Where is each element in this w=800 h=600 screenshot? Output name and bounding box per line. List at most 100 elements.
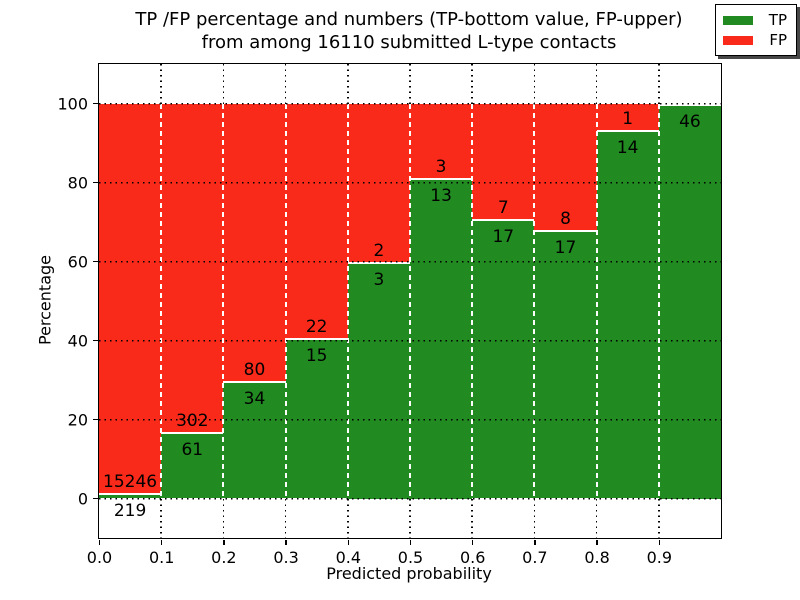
y-tick-0: [93, 497, 98, 500]
x-tick-0.7: [534, 540, 536, 545]
x-tick-0.2: [223, 540, 225, 545]
vgrid-bottom-8: [595, 498, 598, 538]
vgrid-bottom-1: [160, 498, 162, 538]
y-tick-80: [93, 181, 98, 184]
vgrid-bottom-6: [471, 498, 473, 538]
fp-count-label-5: 3: [435, 156, 447, 177]
fp-bar-1: [161, 103, 224, 433]
vgrid-top-3: [284, 64, 287, 104]
tp-bar-8: [596, 129, 659, 499]
legend-item-tp: TP: [723, 10, 787, 30]
vgrid-bottom-9: [658, 498, 660, 538]
tp-bar-7: [534, 229, 597, 499]
hgrid-80: [99, 181, 721, 184]
fp-legend-swatch: [723, 35, 753, 45]
tp-count-label-6: 17: [492, 226, 515, 247]
tp-count-label-8: 14: [616, 137, 639, 158]
legend: TP FP: [715, 4, 797, 56]
x-tick-0.0: [98, 540, 101, 545]
fp-count-label-3: 22: [305, 317, 328, 338]
vgrid-bottom-4: [347, 498, 349, 538]
tp-legend-swatch: [723, 15, 753, 25]
y-tick-20: [93, 418, 98, 421]
tp-bar-5: [410, 177, 473, 499]
fp-bar-0: [99, 103, 162, 493]
vgrid-bars-7: [533, 103, 536, 499]
x-tick-0.3: [285, 540, 287, 545]
y-tick-label-40: 40: [67, 331, 88, 350]
hgrid-20: [99, 418, 721, 421]
fp-count-label-1: 302: [176, 411, 209, 432]
vgrid-top-4: [347, 64, 349, 104]
x-axis-label: Predicted probability: [326, 564, 492, 583]
tp-legend-label: TP: [768, 11, 787, 29]
y-tick-60: [93, 260, 98, 263]
fp-bar-8: [596, 103, 659, 130]
tp-bar-3: [285, 338, 348, 499]
fp-count-label-2: 80: [243, 359, 266, 380]
x-tick-0.4: [347, 540, 350, 545]
x-tick-0.1: [160, 540, 163, 545]
x-tick-0.9: [658, 540, 661, 545]
x-tick-label-0.4: 0.4: [335, 548, 362, 567]
x-tick-0.5: [409, 540, 412, 545]
fp-bar-3: [285, 103, 348, 339]
fp-bar-7: [534, 103, 597, 230]
vgrid-bars-5: [409, 103, 411, 499]
vgrid-top-8: [595, 64, 598, 104]
hgrid-60: [99, 260, 721, 263]
tp-bar-6: [472, 218, 535, 499]
tp-count-label-1: 61: [181, 440, 204, 461]
hgrid-0: [99, 497, 721, 500]
tp-bar-4: [347, 261, 410, 499]
tp-count-label-2: 34: [243, 388, 266, 409]
fp-bar-6: [472, 103, 535, 219]
vgrid-bottom-7: [533, 498, 536, 538]
tp-bar-0: [99, 492, 162, 499]
x-tick-0.6: [471, 540, 474, 545]
vgrid-bars-3: [284, 103, 287, 499]
vgrid-top-1: [160, 64, 162, 104]
fp-count-label-8: 1: [622, 108, 634, 129]
x-tick-label-0.3: 0.3: [273, 548, 299, 567]
fp-count-label-4: 2: [373, 240, 385, 261]
chart-title-line1: TP /FP percentage and numbers (TP-bottom…: [135, 9, 683, 30]
vgrid-top-5: [409, 64, 411, 104]
vgrid-bars-1: [160, 103, 163, 499]
tp-bar-9: [658, 103, 721, 499]
tp-bar-1: [161, 432, 224, 499]
y-tick-label-100: 100: [57, 94, 88, 113]
vgrid-bars-9: [657, 103, 660, 499]
x-tick-label-0.7: 0.7: [522, 548, 548, 567]
fp-count-label-7: 8: [560, 208, 571, 229]
fp-count-label-6: 7: [497, 197, 509, 218]
fp-bar-2: [223, 103, 286, 381]
vgrid-top-9: [658, 64, 660, 104]
y-tick-label-60: 60: [67, 252, 88, 271]
x-tick-label-0.9: 0.9: [646, 548, 673, 567]
y-tick-label-80: 80: [67, 173, 88, 192]
vgrid-top-7: [533, 64, 536, 104]
x-tick-label-0.0: 0.0: [86, 548, 113, 567]
fp-bar-5: [410, 103, 473, 178]
x-tick-label-0.5: 0.5: [397, 548, 424, 567]
vgrid-top-6: [471, 64, 473, 104]
vgrid-bars-8: [595, 103, 598, 499]
tp-count-label-4: 3: [373, 269, 385, 290]
y-tick-40: [93, 339, 98, 342]
vgrid-bars-2: [222, 103, 225, 499]
tp-count-label-5: 13: [430, 185, 452, 206]
tp-count-label-3: 15: [305, 346, 328, 367]
vgrid-bottom-5: [409, 498, 411, 538]
legend-item-fp: FP: [723, 30, 787, 50]
hgrid-40: [99, 339, 721, 342]
fp-count-label-0: 15246: [103, 471, 158, 492]
y-tick-label-20: 20: [67, 410, 88, 429]
chart-title: TP /FP percentage and numbers (TP-bottom…: [98, 8, 720, 54]
x-tick-label-0.8: 0.8: [584, 548, 610, 567]
x-tick-label-0.1: 0.1: [148, 548, 175, 567]
fp-legend-label: FP: [769, 31, 787, 49]
x-tick-label-0.2: 0.2: [211, 548, 237, 567]
vgrid-bars-4: [346, 103, 349, 499]
